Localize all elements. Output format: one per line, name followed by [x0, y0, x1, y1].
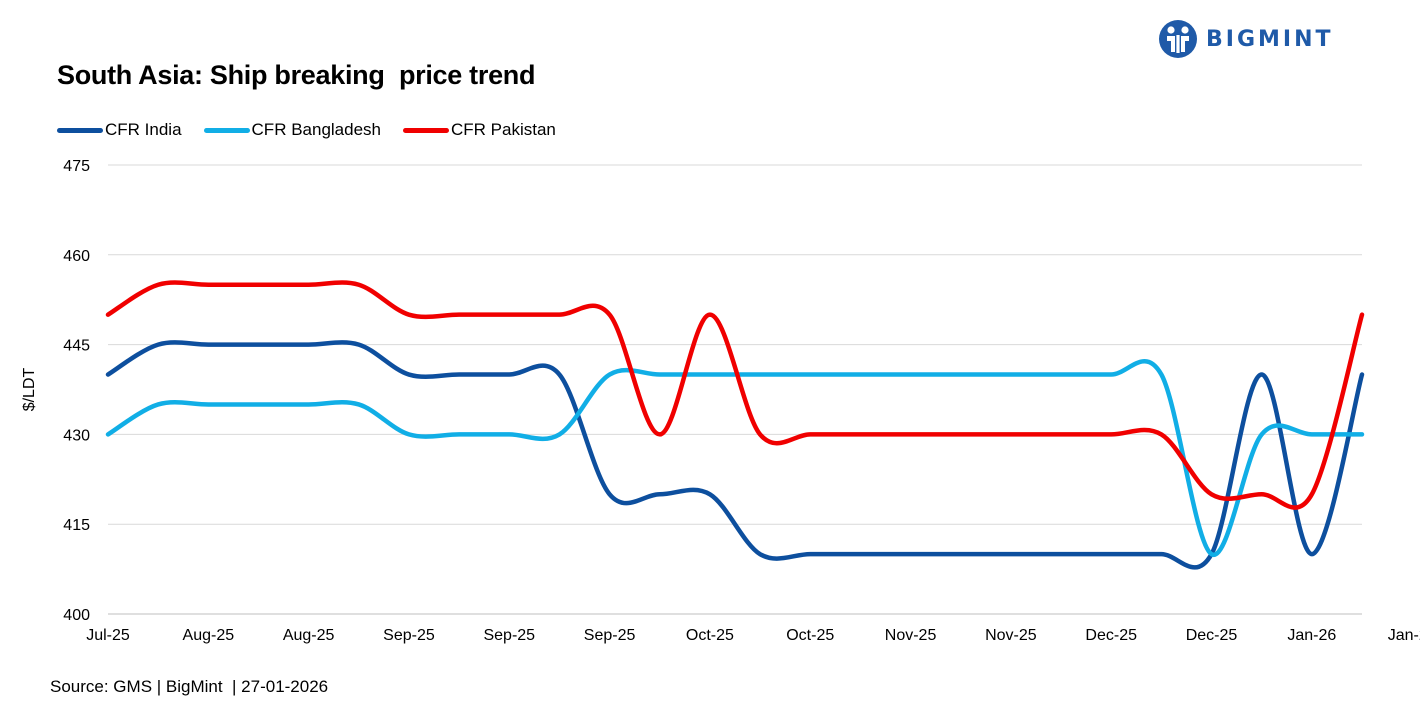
y-tick-label: 475 [63, 158, 90, 175]
grid-lines [108, 164, 1362, 615]
y-tick-label: 460 [63, 248, 90, 265]
legend-item-cfr-bangladesh: CFR Bangladesh [203, 120, 381, 140]
legend-swatch [403, 127, 449, 133]
y-tick-label: 415 [63, 517, 90, 534]
x-tick-label: Sep-25 [383, 627, 435, 644]
y-axis-ticks: 400 415 430 445 460 475 [63, 158, 90, 624]
y-tick-label: 430 [63, 427, 90, 444]
series-line-cfr-pakistan [105, 280, 1365, 510]
brand-name: BIGMINT [1206, 26, 1334, 52]
y-tick-label: 400 [63, 607, 90, 624]
legend-item-cfr-india: CFR India [57, 120, 182, 140]
x-tick-label: Dec-25 [1186, 627, 1238, 644]
x-tick-label: Aug-25 [183, 627, 235, 644]
x-tick-label: Nov-25 [885, 627, 937, 644]
series-lines [105, 280, 1365, 570]
x-tick-label: Jan-26 [1287, 627, 1336, 644]
source-note: Source: GMS | BigMint | 27-01-2026 [50, 677, 329, 696]
x-tick-label: Jul-25 [86, 627, 130, 644]
chart-legend: CFR India CFR Bangladesh CFR Pakistan [57, 120, 578, 140]
x-tick-label: Oct-25 [786, 627, 834, 644]
y-tick-label: 445 [63, 338, 90, 355]
legend-label: CFR Bangladesh [251, 120, 381, 139]
legend-swatch [57, 127, 103, 133]
legend-item-cfr-pakistan: CFR Pakistan [403, 120, 556, 140]
x-tick-label: Jan-26 [1388, 627, 1420, 644]
x-tick-label: Sep-25 [483, 627, 535, 644]
x-tick-label: Nov-25 [985, 627, 1037, 644]
x-tick-label: Dec-25 [1085, 627, 1137, 644]
x-axis-ticks: Jul-25 Aug-25 Aug-25 Sep-25 Sep-25 Sep-25 Oct-… [86, 627, 1420, 644]
y-axis-label: $/LDT [21, 367, 38, 411]
bigmint-logo: BIGMINT [1158, 18, 1334, 60]
chart-title: South Asia: Ship breaking price trend [57, 60, 536, 90]
bigmint-logo-icon [1159, 20, 1197, 58]
legend-label: CFR Pakistan [451, 120, 556, 139]
x-tick-label: Oct-25 [686, 627, 734, 644]
legend-label: CFR India [105, 120, 182, 139]
series-line-cfr-india [105, 340, 1365, 570]
legend-swatch [203, 127, 250, 133]
x-tick-label: Sep-25 [584, 627, 636, 644]
x-tick-label: Aug-25 [283, 627, 335, 644]
